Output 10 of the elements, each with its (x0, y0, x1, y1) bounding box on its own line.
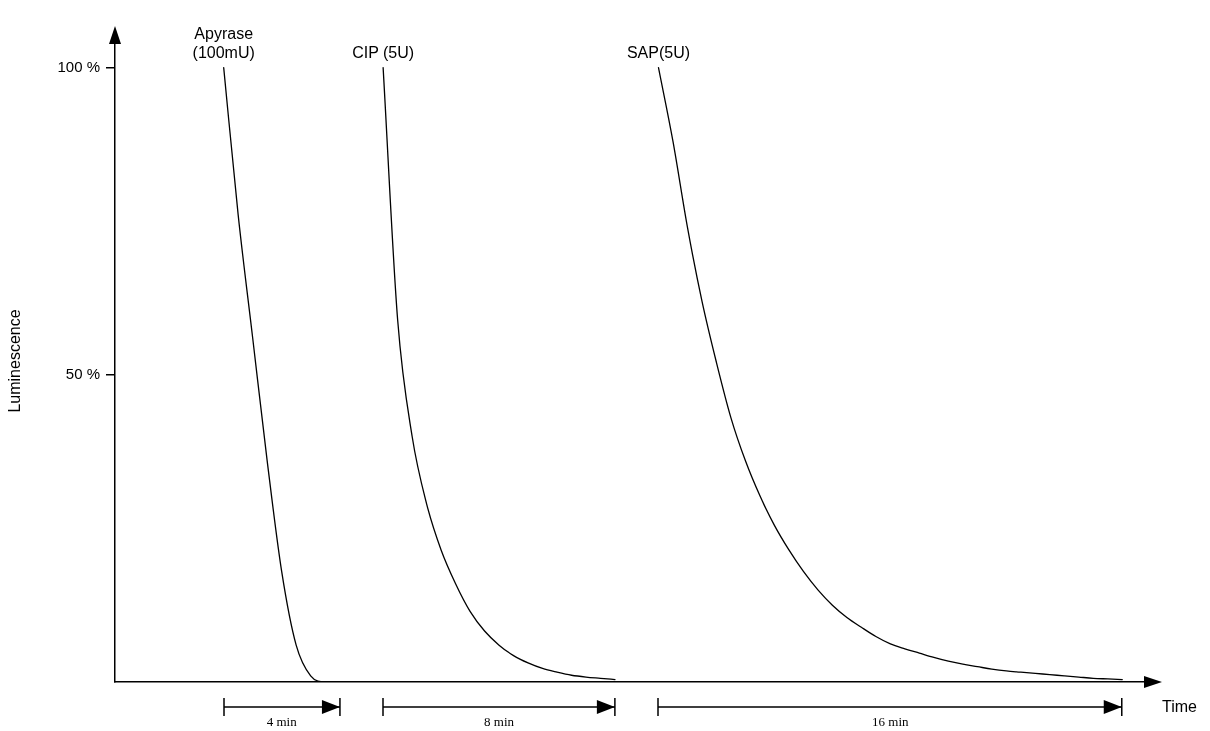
text: 8 min (484, 714, 515, 729)
y-tick-label: 100 % (57, 57, 100, 75)
text: 4 min (266, 714, 297, 729)
y-axis-title: Luminescence (6, 309, 24, 413)
text: 16 min (872, 714, 909, 729)
y-tick-label: 50 % (65, 364, 100, 382)
x-axis-title: Time (1162, 698, 1198, 716)
series-label: Apyrase (100mU) (191, 23, 256, 62)
series-label: CIP (5U) (352, 42, 415, 62)
series-label: SAP(5U) (626, 42, 691, 62)
